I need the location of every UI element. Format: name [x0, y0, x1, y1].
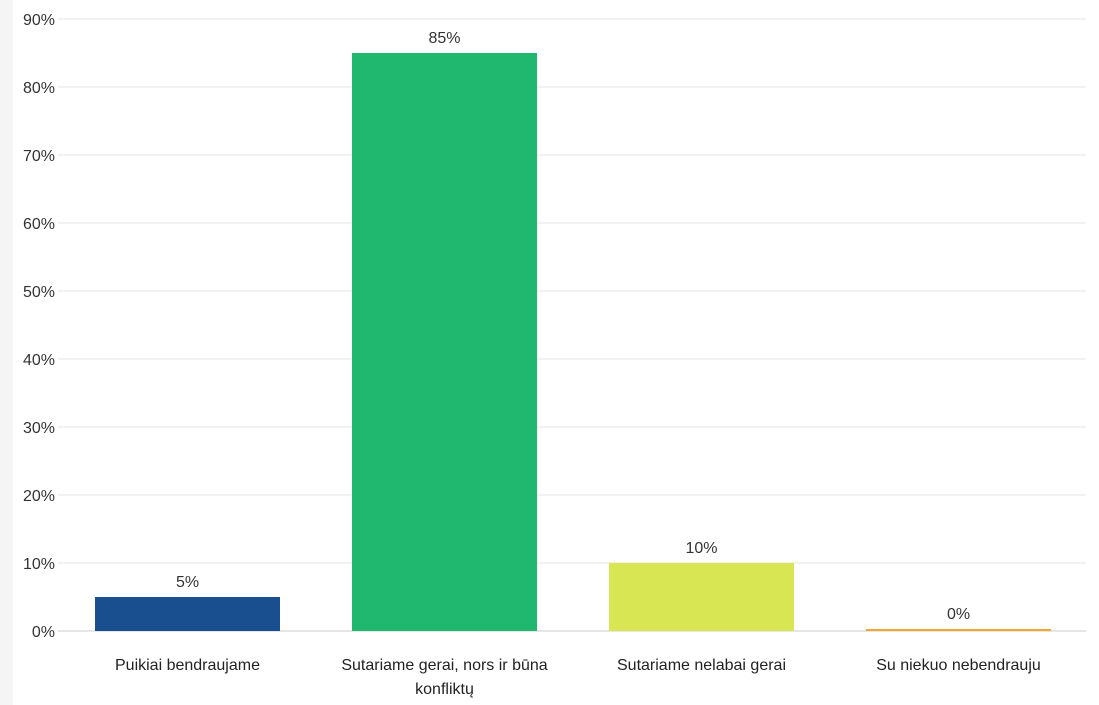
y-tick-label: 80% [23, 80, 55, 97]
bars [95, 53, 1051, 631]
x-category-label: Su niekuo nebendrauju [876, 657, 1041, 674]
bar[interactable] [352, 53, 537, 631]
y-tick-label: 40% [23, 352, 55, 369]
data-labels: 5% 85% 10% 0% [176, 30, 970, 623]
bar[interactable] [866, 629, 1051, 631]
x-category-label: Sutariame gerai, nors ir būna konfliktų [341, 657, 547, 698]
y-tick-label: 20% [23, 488, 55, 505]
y-tick-label: 70% [23, 148, 55, 165]
bar-value-label: 10% [685, 540, 717, 557]
bar-value-label: 0% [947, 606, 970, 623]
y-tick-label: 30% [23, 420, 55, 437]
y-tick-label: 90% [23, 12, 55, 29]
y-tick-label: 50% [23, 284, 55, 301]
y-tick-label: 0% [32, 624, 55, 641]
bar[interactable] [95, 597, 280, 631]
x-axis-labels: Puikiai bendraujame Sutariame gerai, nors… [115, 657, 1041, 698]
y-tick-label: 60% [23, 216, 55, 233]
gridlines [58, 18, 1086, 564]
y-tick-label: 10% [23, 556, 55, 573]
bar[interactable] [609, 563, 794, 631]
chart-panel [13, 0, 1099, 705]
bar-value-label: 85% [428, 30, 460, 47]
bar-value-label: 5% [176, 574, 199, 591]
x-category-label: Puikiai bendraujame [115, 657, 260, 674]
x-category-label: Sutariame nelabai gerai [617, 657, 786, 674]
y-axis-ticks: 0% 10% 20% 30% 40% 50% 60% 70% 80% 90% [23, 12, 55, 641]
